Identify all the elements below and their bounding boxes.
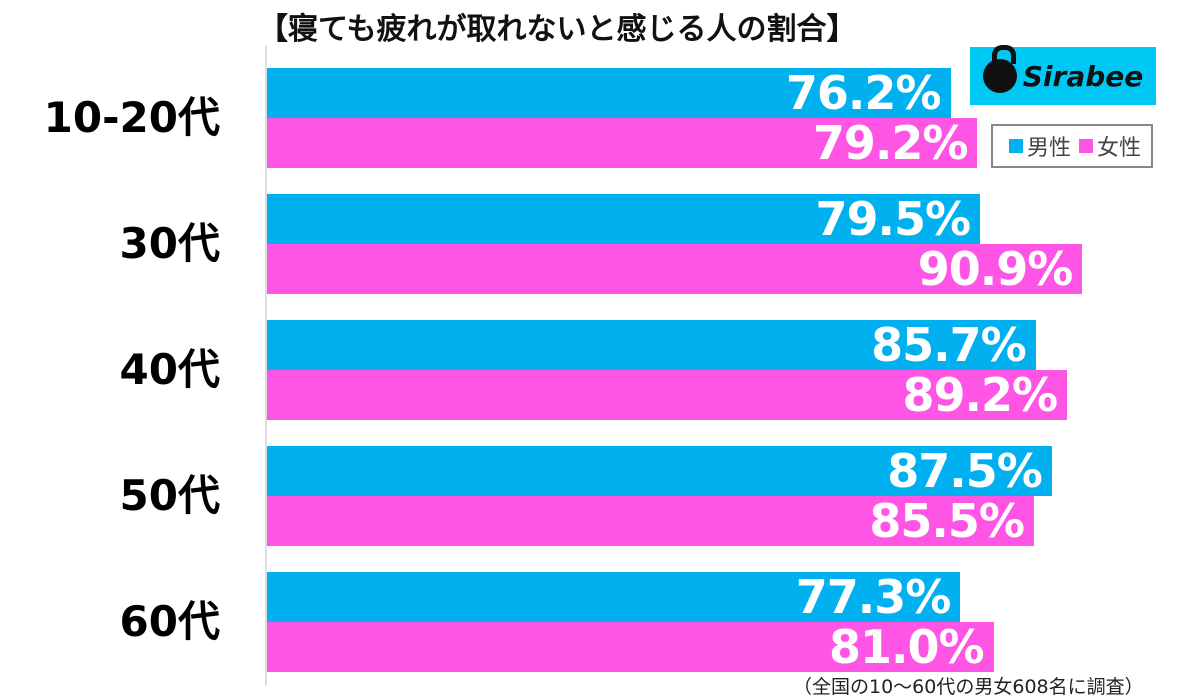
bar-male: 87.5%: [267, 444, 1052, 498]
bar-male: 77.3%: [267, 570, 961, 624]
logo-text: Sirabee: [1022, 59, 1144, 93]
value-label: 76.2%: [785, 66, 942, 120]
bar-group: 30代 79.5% 90.9%: [0, 192, 1200, 296]
bar-female: 79.2%: [267, 116, 978, 170]
bar-group: 60代 77.3% 81.0%: [0, 570, 1200, 674]
value-label: 90.9%: [917, 242, 1074, 296]
legend: 男性 女性: [991, 124, 1153, 168]
value-label: 85.5%: [869, 494, 1025, 548]
sirabee-logo-icon: [982, 45, 1017, 93]
category-label: 60代: [119, 597, 220, 646]
legend-label-female: 女性: [1097, 136, 1142, 161]
bar-group: 10-20代 76.2% 79.2%: [0, 66, 1200, 170]
bar-female: 89.2%: [267, 368, 1068, 422]
bar-female: 90.9%: [267, 242, 1083, 296]
value-label: 85.7%: [871, 318, 1027, 372]
legend-swatch-female: [1079, 139, 1093, 153]
value-label: 81.0%: [828, 620, 985, 674]
bar-group: 50代 87.5% 85.5%: [0, 444, 1200, 548]
bar-female: 85.5%: [267, 494, 1034, 548]
bar-group: 40代 85.7% 89.2%: [0, 318, 1200, 422]
category-label: 10-20代: [43, 93, 220, 142]
sirabee-logo: Sirabee: [970, 45, 1156, 105]
y-axis-line: [265, 46, 267, 686]
legend-swatch-male: [1008, 139, 1023, 153]
survey-note: （全国の10～60代の男女608名に調査）: [793, 676, 1144, 698]
value-label: 77.3%: [795, 570, 952, 624]
category-label: 50代: [119, 471, 220, 520]
category-label: 30代: [119, 219, 220, 268]
chart-title: 【寝ても疲れが取れないと感じる人の割合】: [258, 12, 857, 47]
category-label: 40代: [119, 345, 220, 394]
bar-female: 81.0%: [267, 620, 994, 674]
value-label: 87.5%: [887, 444, 1043, 498]
bar-male: 85.7%: [267, 318, 1036, 372]
legend-label-male: 男性: [1026, 136, 1071, 161]
value-label: 79.5%: [815, 192, 972, 246]
bar-male: 79.5%: [267, 192, 981, 246]
value-label: 89.2%: [902, 368, 1059, 422]
value-label: 79.2%: [812, 116, 969, 170]
bar-male: 76.2%: [267, 66, 951, 120]
